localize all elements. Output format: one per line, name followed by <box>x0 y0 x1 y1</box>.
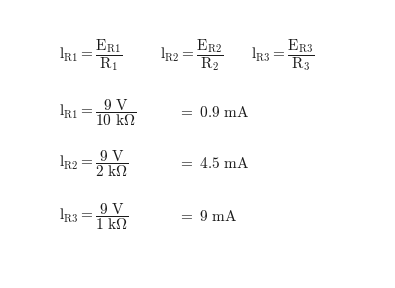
Text: $\mathrm{l}_{\mathrm{R3}} = \dfrac{9\ \mathrm{V}}{1\ \mathrm{k}\Omega}$: $\mathrm{l}_{\mathrm{R3}} = \dfrac{9\ \m… <box>58 201 128 232</box>
Text: $\mathrm{l}_{\mathrm{R1}} = \dfrac{\mathrm{E}_{\mathrm{R1}}}{\mathrm{R}_{\mathrm: $\mathrm{l}_{\mathrm{R1}} = \dfrac{\math… <box>58 37 122 73</box>
Text: $\mathrm{l}_{\mathrm{R2}} = \dfrac{\mathrm{E}_{\mathrm{R2}}}{\mathrm{R}_{\mathrm: $\mathrm{l}_{\mathrm{R2}} = \dfrac{\math… <box>160 37 223 73</box>
Text: $=\ 9\ \mathrm{mA}$: $=\ 9\ \mathrm{mA}$ <box>178 209 237 224</box>
Text: $\mathrm{l}_{\mathrm{R2}} = \dfrac{9\ \mathrm{V}}{2\ \mathrm{k}\Omega}$: $\mathrm{l}_{\mathrm{R2}} = \dfrac{9\ \m… <box>58 148 128 179</box>
Text: $=\ 0.9\ \mathrm{mA}$: $=\ 0.9\ \mathrm{mA}$ <box>178 105 249 120</box>
Text: $\mathrm{l}_{\mathrm{R3}} = \dfrac{\mathrm{E}_{\mathrm{R3}}}{\mathrm{R}_{\mathrm: $\mathrm{l}_{\mathrm{R3}} = \dfrac{\math… <box>252 37 315 73</box>
Text: $=\ 4.5\ \mathrm{mA}$: $=\ 4.5\ \mathrm{mA}$ <box>178 156 249 171</box>
Text: $\mathrm{l}_{\mathrm{R1}} = \dfrac{9\ \mathrm{V}}{10\ \mathrm{k}\Omega}$: $\mathrm{l}_{\mathrm{R1}} = \dfrac{9\ \m… <box>58 97 136 128</box>
